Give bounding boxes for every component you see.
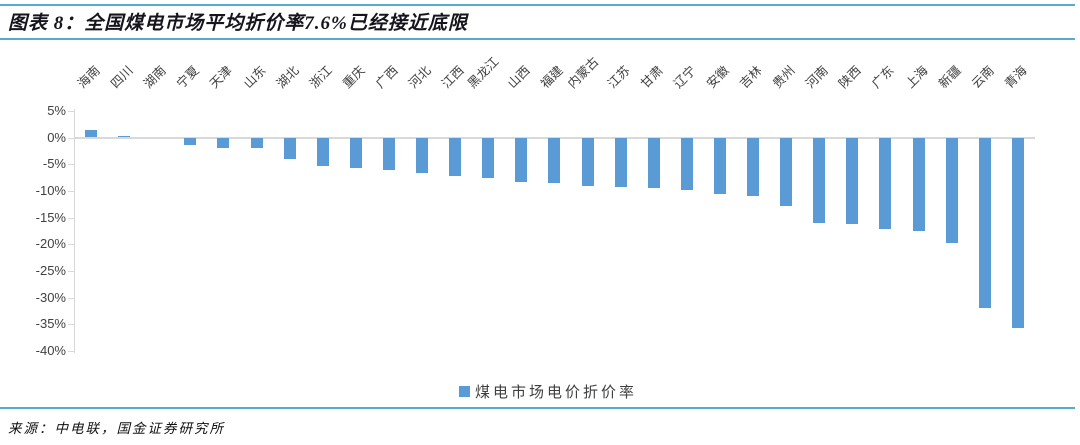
category-label: 贵州 [770,63,798,91]
category-label: 重庆 [339,63,368,91]
y-axis-tick-mark [68,324,74,326]
y-axis-tick-mark [68,190,74,192]
bar-内蒙古 [581,137,594,187]
bar-重庆 [349,137,362,168]
top-divider [0,4,1075,6]
bar-福建 [548,137,561,184]
category-label: 陕西 [836,63,864,91]
category-label: 安徽 [703,63,732,91]
bottom-divider [0,407,1075,409]
y-axis-tick-mark [68,270,74,272]
category-label: 吉林 [737,63,765,91]
bar-黑龙江 [482,137,495,178]
figure-title: 图表 8：全国煤电市场平均折价率7.6%已经接近底限 [8,13,468,34]
category-label: 内蒙古 [564,54,602,91]
category-label: 浙江 [306,63,335,91]
category-label: 海南 [75,63,103,91]
y-axis-tick-mark [68,350,74,352]
bar-宁夏 [184,137,197,145]
category-label: 河北 [406,63,434,91]
category-label: 山西 [505,63,533,91]
bar-甘肃 [647,137,660,189]
category-label: 天津 [207,63,236,91]
legend-label: 煤电市场电价折价率 [475,384,638,401]
bar-安徽 [713,137,726,194]
title-divider [0,38,1075,40]
bar-江苏 [614,137,627,187]
bar-河南 [813,137,826,223]
category-label: 黑龙江 [465,54,502,91]
bar-湖北 [283,137,296,160]
category-label: 青海 [1001,63,1030,91]
y-axis-tick-label: 0% [47,129,66,145]
chart-legend: 煤电市场电价折价率 [459,381,637,402]
category-label: 江苏 [604,63,633,91]
category-label: 湖南 [141,63,169,91]
bar-上海 [912,137,925,232]
bar-天津 [217,137,230,149]
category-label: 四川 [108,63,136,91]
y-axis-tick-label: -35% [35,316,66,332]
bar-四川 [118,135,131,138]
bar-云南 [978,137,991,308]
bar-广西 [382,137,395,170]
category-label: 新疆 [935,63,964,91]
category-label: 上海 [902,63,931,91]
bar-河北 [416,137,428,173]
bar-山西 [515,137,528,182]
y-axis-tick-label: -25% [35,262,66,278]
bar-新疆 [945,137,958,243]
bar-贵州 [780,137,793,206]
bar-浙江 [316,137,329,167]
y-axis-tick-mark [68,110,74,112]
y-axis-tick-label: -10% [35,182,66,198]
bar-吉林 [747,137,759,197]
legend-swatch-icon [459,386,470,397]
category-label: 云南 [968,63,997,91]
bar-山东 [250,137,263,149]
y-axis-line [74,108,75,353]
y-axis-tick-mark [68,164,74,166]
category-label: 宁夏 [174,63,202,91]
category-label: 辽宁 [670,63,699,91]
category-label: 河南 [803,63,831,91]
y-axis-tick-label: -5% [42,156,66,172]
bar-海南 [85,130,97,138]
y-axis-tick-mark [68,297,74,299]
y-axis-tick-label: 5% [47,102,66,118]
y-axis-tick-mark [68,137,74,139]
y-axis-tick-label: -40% [35,342,66,358]
y-axis-tick-mark [68,217,74,219]
category-label: 湖北 [273,63,302,91]
source-note: 来源：中电联，国金证券研究所 [8,421,225,436]
y-axis-tick-label: -20% [35,236,66,252]
category-label: 广西 [372,63,401,91]
category-label: 广东 [869,63,898,91]
y-axis-tick-label: -15% [35,209,66,225]
bar-陕西 [846,137,859,224]
bar-青海 [1011,137,1024,328]
category-label: 福建 [538,63,567,91]
bar-广东 [879,137,892,230]
category-label: 山东 [240,63,269,91]
category-label: 甘肃 [637,63,666,91]
y-axis-tick-mark [68,244,74,246]
bar-辽宁 [680,137,693,190]
y-axis-tick-label: -30% [35,289,66,305]
bar-江西 [449,137,462,177]
category-label: 江西 [439,63,467,91]
